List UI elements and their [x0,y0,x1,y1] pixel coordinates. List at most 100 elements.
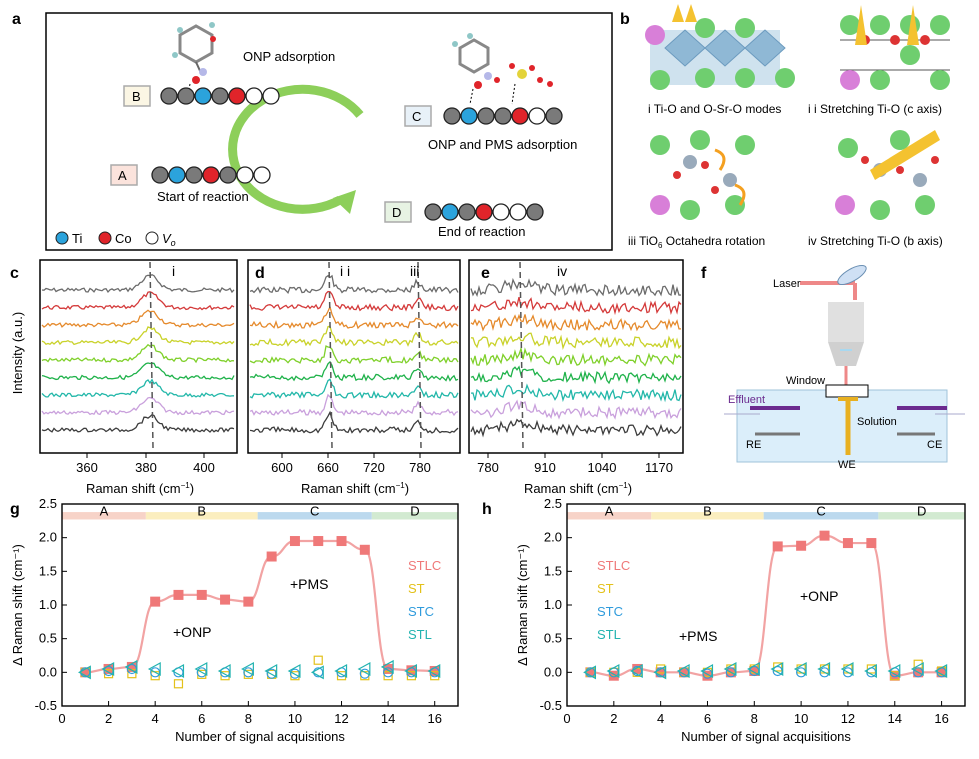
state-b-label: B [132,89,141,104]
data-point-stl [910,661,924,676]
x-tick-label: 720 [363,460,385,475]
onp-molecule-icon [172,22,216,95]
caption-mode-iv: iv Stretching Ti-O (b axis) [808,234,943,248]
spectra-c-traces [41,261,235,449]
spectra-e-traces [470,261,682,449]
data-point-stl [840,661,854,676]
data-point-stlc [173,589,184,600]
end-of-reaction-label: End of reaction [438,224,525,239]
mode-label-e: iv [557,263,567,279]
data-point-stl [887,663,901,678]
panel-letter-e: e [481,265,490,282]
re-label: RE [746,439,761,451]
data-point-stl [700,663,714,678]
atom-row-a [151,166,271,184]
panel-letter-d: d [255,265,265,282]
legend-ti-dot [55,231,69,245]
state-d-box [384,201,412,223]
data-point-stlc [150,596,161,607]
data-point-stlc [702,670,713,681]
spectrum-trace [470,383,682,403]
data-point-stl [653,665,667,680]
data-point-stl [864,663,877,678]
crystal-structure-i [645,4,795,90]
data-point-stlc [289,536,300,547]
start-of-reaction-label: Start of reaction [157,189,249,204]
phase-label: D [410,503,419,518]
data-point-stlc [866,538,877,549]
spectrum-trace [249,393,459,417]
peak-marker [328,261,333,449]
data-point-stlc [336,536,347,547]
spectrum-trace [41,291,235,311]
x-tick-label: 600 [271,460,293,475]
spectrum-trace [41,326,235,346]
data-point-stl [310,665,324,680]
y-tick-label: 2.5 [544,496,562,511]
x-tick-label: 2 [610,711,617,726]
y-tick-label: 0.0 [39,664,57,679]
onp-pms-molecules-icon [452,33,553,105]
data-point-stlc [749,665,760,676]
data-point-stl [380,659,394,674]
state-b-box [123,85,151,107]
spectra-y-axis-label: Intensity (a.u.) [10,312,25,394]
legend-stlc: STLC [408,558,441,573]
spectrum-trace [470,346,682,367]
data-point-st [890,671,900,681]
x-tick-label: 2 [105,711,112,726]
spectrum-trace [249,325,459,347]
data-point-stl [217,663,231,678]
spectrum-trace [41,362,235,381]
data-point-stl [124,659,138,674]
data-point-stlc [772,541,783,552]
legend-st: ST [597,581,614,596]
data-point-stlc [679,667,690,678]
y-tick-label: 2.0 [544,530,562,545]
x-tick-label: 10 [794,711,808,726]
phase-label: C [310,503,319,518]
data-point-stlc [889,670,900,681]
x-tick-label: 14 [888,711,902,726]
x-tick-label: 12 [841,711,855,726]
data-point-st [773,662,783,672]
data-point-st [656,664,666,674]
data-point-stl [723,661,737,676]
phase-label: B [703,503,712,518]
data-point-stl [101,661,115,676]
data-point-stlc [406,665,417,676]
x-tick-label: 8 [751,711,758,726]
panel-a-frame [45,12,613,251]
x-tick-label: 16 [934,711,948,726]
data-point-stlc [936,667,947,678]
crystal-structure-iii [650,130,755,220]
phase-label: D [917,503,926,518]
data-point-stlc [655,667,666,678]
legend-stlc: STLC [597,558,630,573]
data-point-stl [287,663,301,678]
phase-band [371,512,458,520]
spectrum-trace [470,399,682,420]
y-tick-label: -0.5 [35,698,57,713]
phase-band [651,512,764,520]
peak-marker [417,261,422,449]
spectrum-trace [41,309,235,328]
spectrum-trace [41,273,235,294]
data-point-stl [629,663,643,678]
legend-vo-label: Vo [162,231,176,248]
spectrum-trace [249,410,459,434]
y-tick-label: 1.0 [544,597,562,612]
legend-stl: STL [408,627,432,642]
cell-diagram [724,264,965,463]
caption-mode-iii: iii TiO6 Octahedra rotation [628,234,765,250]
spectrum-trace [470,332,682,351]
annotation-label: +PMS [679,628,718,644]
x-tick-label: 12 [334,711,348,726]
annotation-label: +ONP [173,624,212,640]
legend-vo-dot [145,231,159,245]
ce-label: CE [927,439,942,451]
data-point-stl [404,663,418,678]
legend-ti-label: Ti [72,231,82,246]
data-point-st [173,679,184,689]
spectrum-trace [41,343,235,364]
